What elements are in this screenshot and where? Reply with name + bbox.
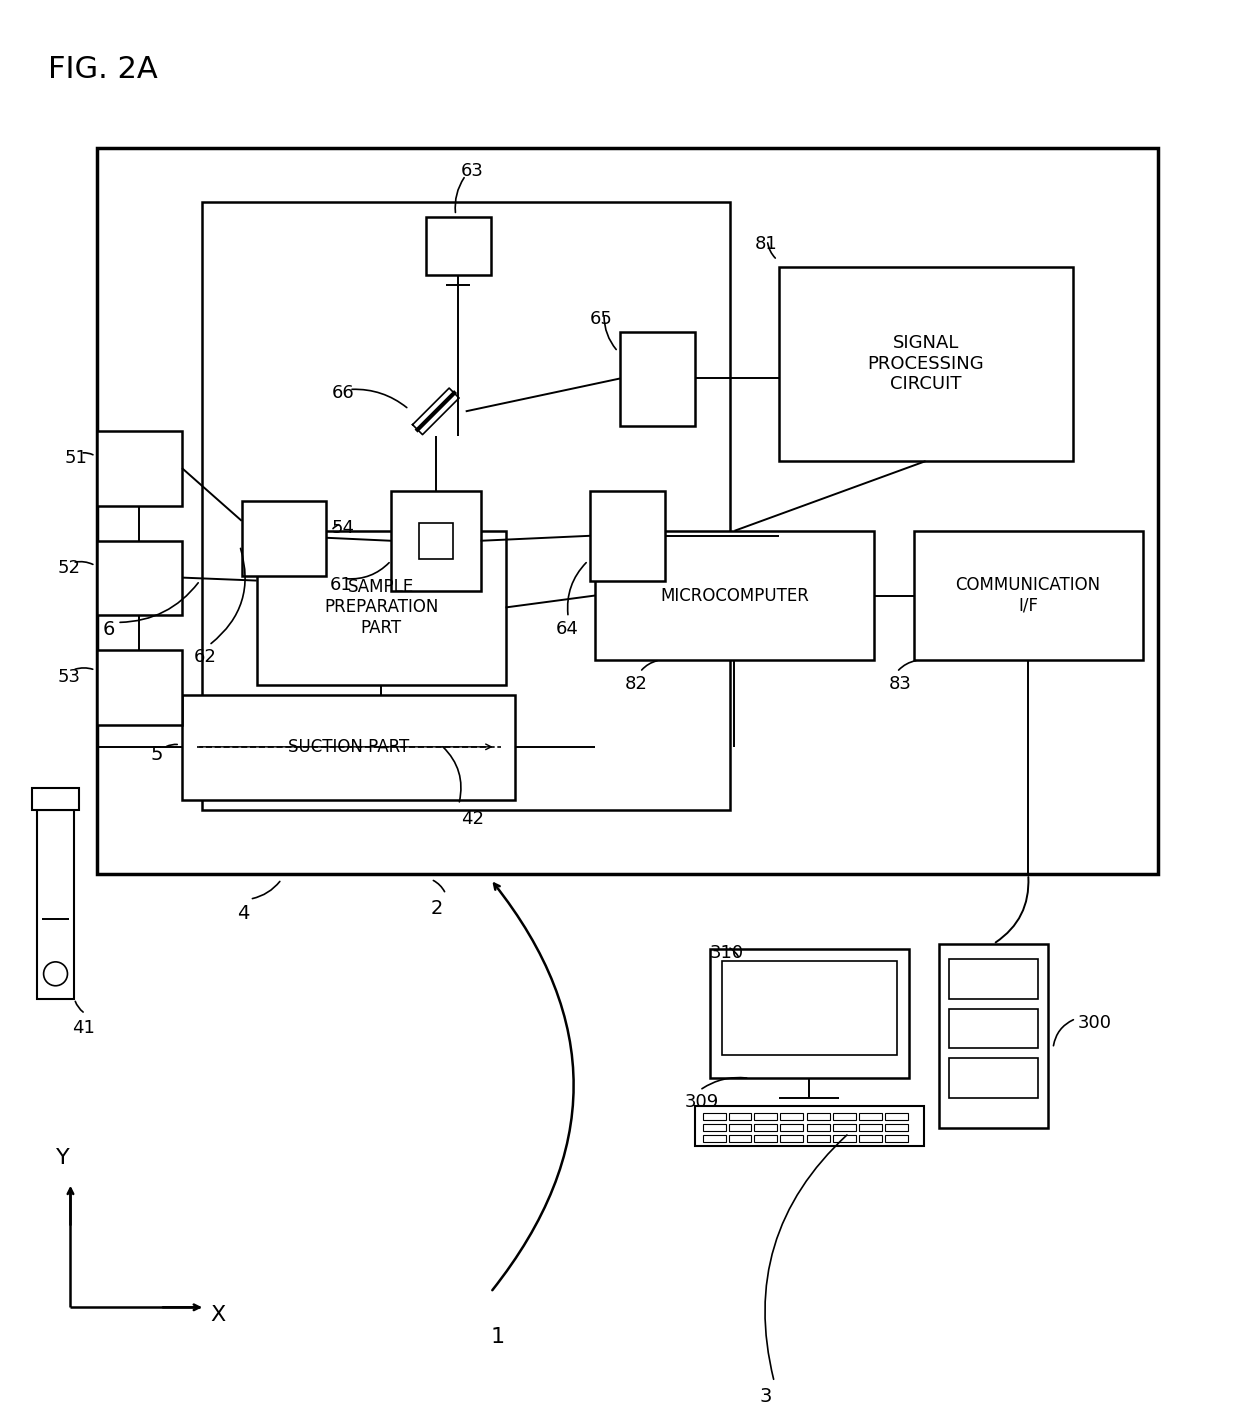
Bar [754,1124,777,1131]
Bar [833,1124,856,1131]
Bar [703,1135,725,1142]
Bar [98,651,182,725]
Text: 5: 5 [150,745,162,764]
Text: 53: 53 [57,668,81,686]
Bar [98,148,1158,874]
Text: 51: 51 [64,449,87,468]
Bar [807,1135,830,1142]
Text: X: X [210,1306,226,1326]
Text: 82: 82 [625,675,647,693]
Bar [859,1135,882,1142]
Text: 65: 65 [590,310,613,328]
Bar [709,949,909,1079]
Text: 62: 62 [193,648,217,666]
Text: 83: 83 [889,675,911,693]
Bar [729,1124,751,1131]
Text: 61: 61 [330,576,352,594]
Text: 2: 2 [430,899,443,918]
Text: Y: Y [56,1148,69,1168]
Bar [859,1113,882,1120]
Text: 81: 81 [754,234,777,253]
Text: SAMPLE
PREPARATION
PART: SAMPLE PREPARATION PART [324,578,438,637]
Text: 41: 41 [72,1019,95,1036]
Bar [885,1135,908,1142]
Bar [98,541,182,615]
Bar [703,1113,725,1120]
Bar [833,1113,856,1120]
Bar [780,1135,804,1142]
Bar [620,331,694,426]
Bar [779,267,1073,462]
Bar [722,961,897,1056]
Bar [949,959,1038,999]
Bar [939,944,1048,1128]
Bar [242,502,326,576]
Bar [780,1124,804,1131]
Text: 42: 42 [461,810,484,827]
Bar [885,1124,908,1131]
Bar [754,1135,777,1142]
Text: 6: 6 [103,621,115,639]
Bar [590,492,665,581]
Text: SUCTION PART: SUCTION PART [288,737,409,756]
Text: FIG. 2A: FIG. 2A [47,55,157,84]
Text: 54: 54 [331,519,355,537]
Bar [807,1124,830,1131]
Bar [391,492,481,591]
Bar [37,810,74,999]
Bar [32,787,79,810]
Bar [885,1113,908,1120]
Bar [859,1124,882,1131]
Bar [949,1059,1038,1098]
Bar [703,1124,725,1131]
Bar [807,1113,830,1120]
Bar [729,1113,751,1120]
Text: MICROCOMPUTER: MICROCOMPUTER [660,587,808,604]
Bar [729,1135,751,1142]
Bar [182,695,516,800]
Bar [419,523,453,558]
Text: 64: 64 [556,621,578,638]
Bar [202,202,729,810]
Text: 310: 310 [709,944,744,962]
Bar [914,531,1142,661]
Bar [257,531,506,685]
Bar [754,1113,777,1120]
Bar [780,1113,804,1120]
Text: 63: 63 [461,162,484,180]
Text: 300: 300 [1078,1013,1112,1032]
Text: 309: 309 [684,1093,719,1111]
Text: 1: 1 [491,1327,505,1347]
Text: 4: 4 [237,904,249,924]
Text: SIGNAL
PROCESSING
CIRCUIT: SIGNAL PROCESSING CIRCUIT [867,334,983,394]
Text: 66: 66 [331,385,355,402]
Bar [98,431,182,506]
Text: 3: 3 [759,1387,771,1405]
Bar [425,217,491,274]
Bar [949,1009,1038,1049]
Text: COMMUNICATION
I/F: COMMUNICATION I/F [956,576,1101,615]
Bar [595,531,874,661]
Bar [694,1106,924,1147]
Text: 52: 52 [57,558,81,577]
Bar [833,1135,856,1142]
